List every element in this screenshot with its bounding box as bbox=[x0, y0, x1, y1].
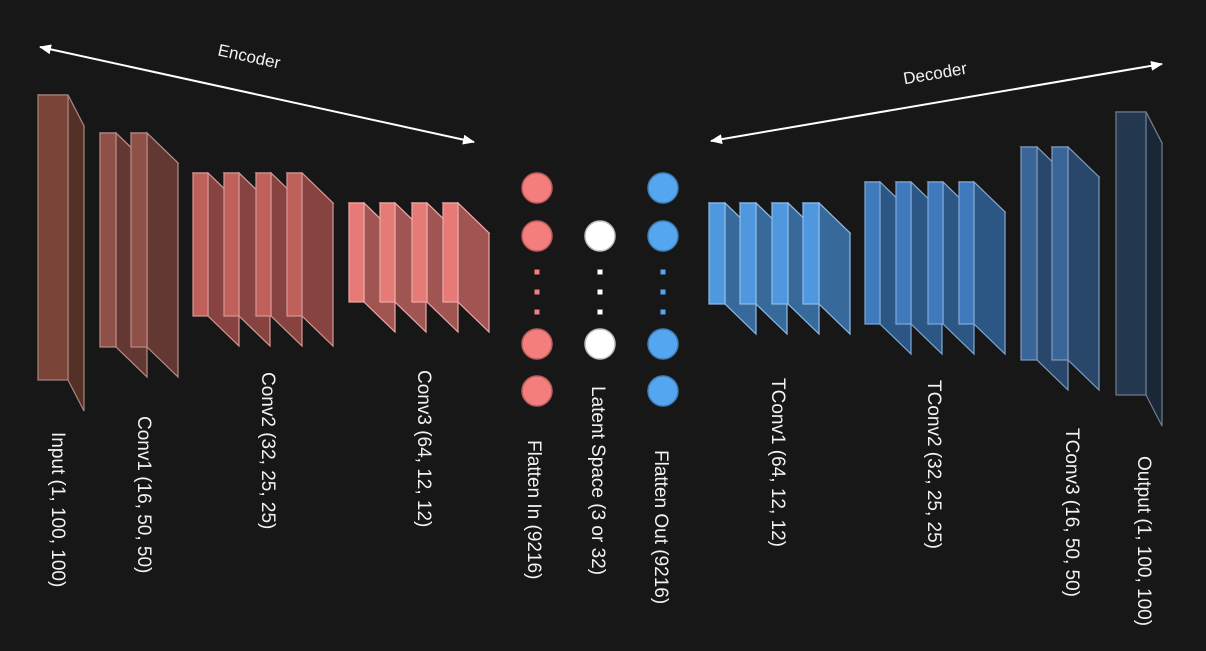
label-tconv2: TConv2 (32, 25, 25) bbox=[923, 380, 944, 549]
flatten-in-nodes-node-2 bbox=[521, 220, 553, 252]
flatten-in-nodes-node-4 bbox=[521, 375, 553, 407]
flatten-out-nodes bbox=[647, 172, 679, 407]
block-conv3-slice-4 bbox=[441, 201, 491, 334]
flatten-out-nodes-node-2 bbox=[647, 220, 679, 252]
encoder-arrow: Encoder bbox=[39, 41, 475, 145]
block-output bbox=[1115, 111, 1163, 427]
block-tconv1-slice-4 bbox=[801, 201, 852, 336]
layer-blocks bbox=[37, 94, 1163, 427]
label-latent: Latent Space (3 or 32) bbox=[587, 386, 608, 575]
label-conv3: Conv3 (64, 12, 12) bbox=[413, 370, 434, 527]
label-conv2: Conv2 (32, 25, 25) bbox=[257, 372, 278, 529]
label-flatten-in: Flatten In (9216) bbox=[523, 440, 544, 579]
flatten-out-nodes-ellipsis-dot-3 bbox=[660, 309, 666, 315]
decoder-arrow: Decoder bbox=[710, 59, 1163, 145]
dense-nodes bbox=[521, 172, 679, 407]
label-output: Output (1, 100, 100) bbox=[1133, 456, 1154, 626]
latent-nodes-ellipsis-dot-3 bbox=[597, 309, 603, 315]
block-tconv3-slice-2 bbox=[1050, 145, 1101, 392]
flatten-in-nodes-ellipsis-dot-1 bbox=[534, 269, 540, 275]
block-tconv2-slice-4 bbox=[957, 180, 1007, 356]
flatten-in-nodes bbox=[521, 172, 553, 407]
latent-nodes-node-1 bbox=[584, 220, 616, 252]
flatten-in-nodes-ellipsis-dot-2 bbox=[534, 289, 540, 295]
block-conv2-slice-4 bbox=[285, 171, 335, 348]
label-flatten-out: Flatten Out (9216) bbox=[650, 450, 671, 604]
label-tconv1: TConv1 (64, 12, 12) bbox=[767, 378, 788, 547]
block-input bbox=[37, 94, 85, 412]
flatten-out-nodes-ellipsis-dot-2 bbox=[660, 289, 666, 295]
label-tconv3: TConv3 (16, 50, 50) bbox=[1061, 428, 1082, 597]
flatten-in-nodes-ellipsis-dot-3 bbox=[534, 309, 540, 315]
flatten-out-nodes-ellipsis-dot-1 bbox=[660, 269, 666, 275]
encoder-label: Encoder bbox=[216, 41, 282, 73]
flatten-out-nodes-node-4 bbox=[647, 375, 679, 407]
label-conv1: Conv1 (16, 50, 50) bbox=[133, 416, 154, 573]
decoder-label: Decoder bbox=[902, 59, 969, 89]
label-input: Input (1, 100, 100) bbox=[47, 432, 68, 587]
layer-labels: Input (1, 100, 100) Conv1 (16, 50, 50) C… bbox=[47, 370, 1154, 626]
block-conv1-slice-2 bbox=[129, 131, 180, 379]
latent-nodes bbox=[584, 220, 616, 360]
flatten-out-nodes-node-1 bbox=[647, 172, 679, 204]
flatten-out-nodes-node-3 bbox=[647, 328, 679, 360]
flatten-in-nodes-node-1 bbox=[521, 172, 553, 204]
latent-nodes-ellipsis-dot-2 bbox=[597, 289, 603, 295]
flatten-in-nodes-node-3 bbox=[521, 328, 553, 360]
latent-nodes-node-2 bbox=[584, 328, 616, 360]
latent-nodes-ellipsis-dot-1 bbox=[597, 269, 603, 275]
